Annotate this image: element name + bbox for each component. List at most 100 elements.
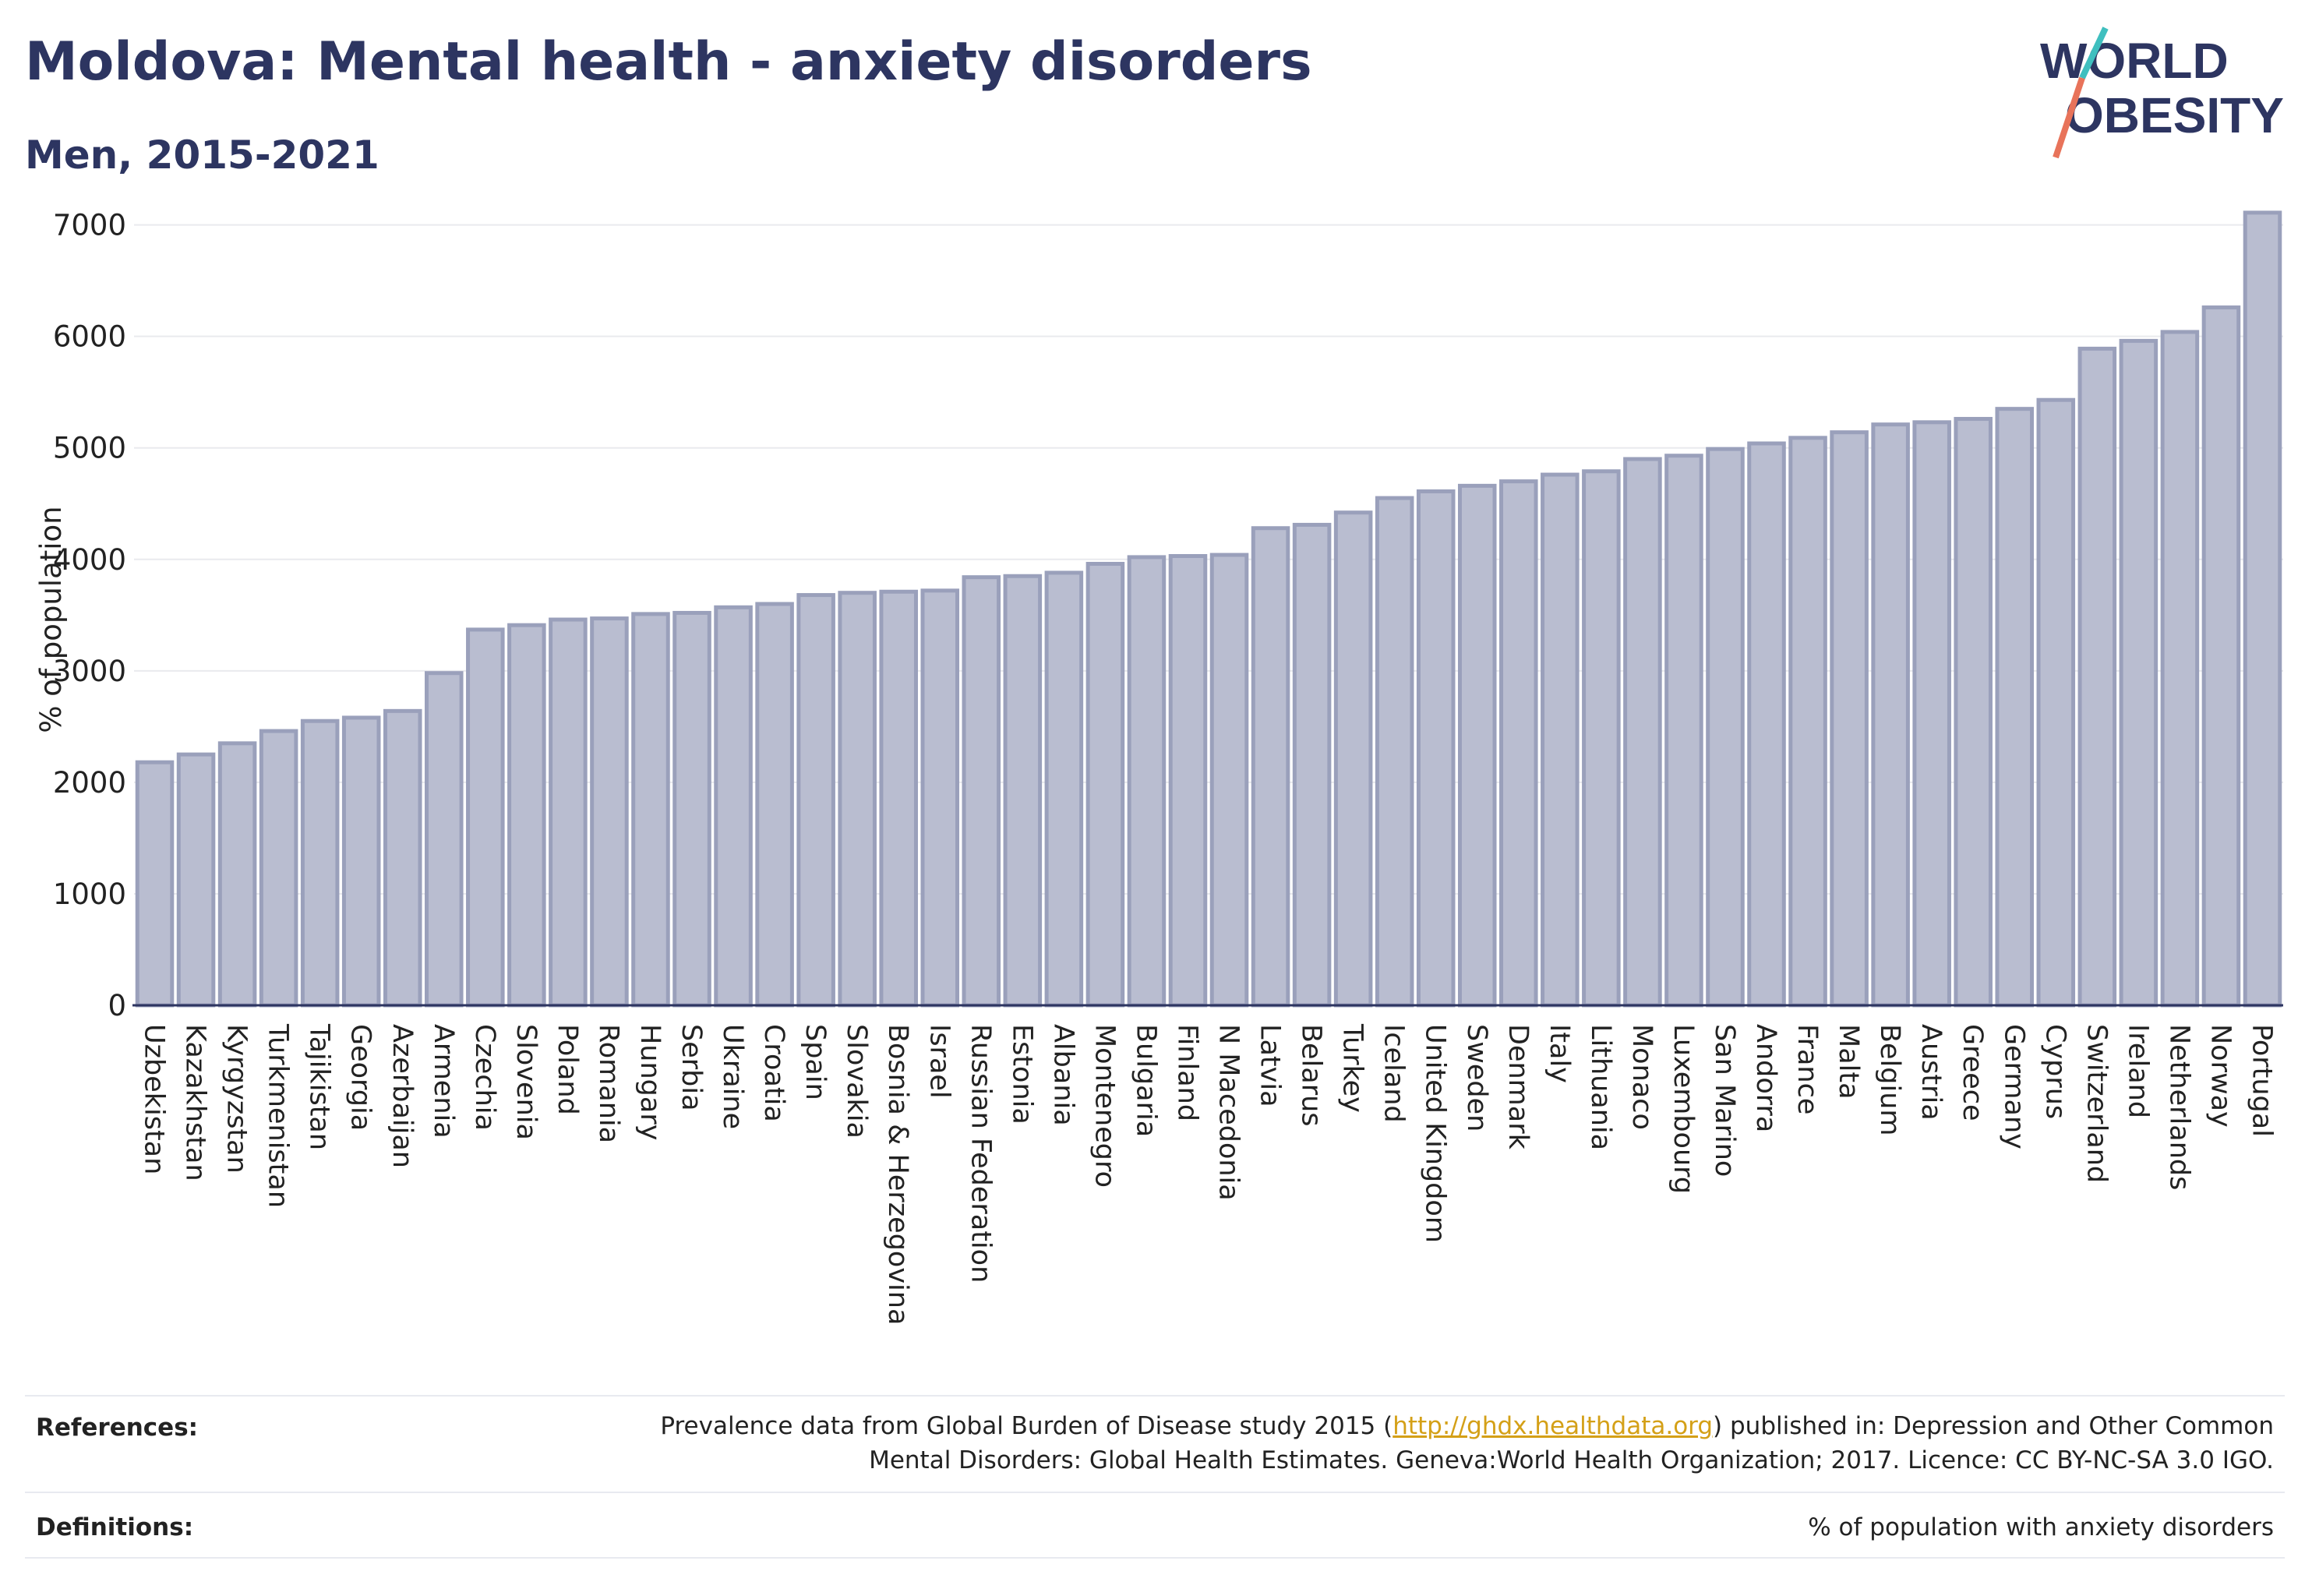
footer-divider-bottom xyxy=(25,1557,2285,1559)
bar-monaco[interactable] xyxy=(1623,457,1662,1008)
bar-n-macedonia[interactable] xyxy=(1209,553,1249,1008)
references-label: References: xyxy=(36,1414,199,1442)
bar-bosnia-herzegovina[interactable] xyxy=(879,589,918,1008)
bar-united-kingdom[interactable] xyxy=(1416,489,1456,1008)
bar-serbia[interactable] xyxy=(672,610,711,1008)
bar-portugal[interactable] xyxy=(2243,210,2282,1008)
x-tick-label: Hungary xyxy=(634,1024,665,1140)
bar-finland[interactable] xyxy=(1168,553,1208,1008)
bar-hungary[interactable] xyxy=(631,612,670,1008)
x-tick-label: Ireland xyxy=(2122,1024,2153,1118)
x-tick-label: Belgium xyxy=(1874,1024,1905,1136)
bar-germany[interactable] xyxy=(1995,407,2035,1008)
references-link[interactable]: http://ghdx.healthdata.org xyxy=(1393,1412,1714,1440)
bar-malta[interactable] xyxy=(1830,430,1869,1008)
bar-albania[interactable] xyxy=(1044,570,1084,1008)
bar-azerbaijan[interactable] xyxy=(383,708,422,1008)
bar-spain[interactable] xyxy=(796,593,835,1008)
bar-montenegro[interactable] xyxy=(1085,562,1125,1008)
y-tick-label: 6000 xyxy=(53,320,126,354)
bar-norway[interactable] xyxy=(2201,305,2241,1008)
chart-subtitle: Men, 2015-2021 xyxy=(25,132,379,178)
bar-chart: 0 1000 2000 3000 4000 5000 6000 7000 Uzbekistan… xyxy=(34,209,2283,1325)
bar-turkey[interactable] xyxy=(1333,510,1373,1008)
bar-armenia[interactable] xyxy=(425,671,464,1008)
y-tick-label: 4000 xyxy=(53,543,126,577)
bar-czechia[interactable] xyxy=(466,627,505,1008)
x-tick-label: Tajikistan xyxy=(304,1023,335,1150)
bar-san-marino[interactable] xyxy=(1706,447,1745,1008)
bar-uzbekistan[interactable] xyxy=(135,760,175,1008)
bar-iceland[interactable] xyxy=(1375,496,1414,1008)
bar-sweden[interactable] xyxy=(1457,483,1497,1008)
y-axis-label: % of population xyxy=(34,506,68,733)
bar-israel[interactable] xyxy=(920,588,960,1008)
bar-greece[interactable] xyxy=(1954,417,1993,1008)
bar-andorra[interactable] xyxy=(1747,441,1786,1008)
x-tick-label: France xyxy=(1791,1024,1823,1114)
bar-bulgaria[interactable] xyxy=(1127,555,1167,1008)
references-text: Prevalence data from Global Burden of Di… xyxy=(660,1409,2274,1478)
bar-turkmenistan[interactable] xyxy=(259,729,298,1008)
bar-poland[interactable] xyxy=(549,617,588,1008)
bar-latvia[interactable] xyxy=(1251,526,1290,1008)
x-tick-label: United Kingdom xyxy=(1420,1024,1451,1243)
x-tick-label: Albania xyxy=(1047,1024,1078,1126)
x-tick-label: Andorra xyxy=(1750,1024,1781,1132)
x-tick-label: Latvia xyxy=(1255,1024,1286,1107)
bar-croatia[interactable] xyxy=(755,602,794,1008)
bar-ukraine[interactable] xyxy=(714,605,753,1008)
bar-luxembourg[interactable] xyxy=(1664,454,1703,1008)
bar-ireland[interactable] xyxy=(2119,338,2159,1008)
x-tick-label: Belarus xyxy=(1296,1024,1327,1127)
bar-denmark[interactable] xyxy=(1499,479,1538,1008)
x-tick-label: Germany xyxy=(1998,1024,2029,1149)
bar-tajikistan[interactable] xyxy=(300,719,340,1008)
bar-georgia[interactable] xyxy=(341,715,381,1008)
x-tick-label: Malta xyxy=(1833,1024,1864,1100)
x-tick-label: Sweden xyxy=(1461,1024,1492,1132)
x-tick-label: Austria xyxy=(1915,1024,1947,1121)
x-tick-label: Montenegro xyxy=(1089,1024,1120,1188)
bar-lithuania[interactable] xyxy=(1582,469,1621,1008)
x-tick-label: Lithuania xyxy=(1585,1024,1616,1150)
bar-romania[interactable] xyxy=(590,616,629,1008)
logo-line-2: OBESITY xyxy=(2065,87,2284,143)
references-text-part-3: Mental Disorders: Global Health Estimate… xyxy=(869,1446,2274,1474)
bar-france[interactable] xyxy=(1788,436,1827,1008)
bar-netherlands[interactable] xyxy=(2160,330,2200,1008)
bar-slovenia[interactable] xyxy=(507,623,546,1008)
logo-slash-teal xyxy=(2079,26,2109,79)
definitions-label: Definitions: xyxy=(36,1513,194,1541)
bar-estonia[interactable] xyxy=(1003,574,1043,1008)
bar-austria[interactable] xyxy=(1912,420,1951,1008)
y-tick-label: 5000 xyxy=(53,432,126,465)
bar-russian-federation[interactable] xyxy=(962,575,1001,1008)
x-tick-label: Georgia xyxy=(345,1024,376,1131)
x-tick-label: Armenia xyxy=(428,1024,459,1139)
x-tick-label: Portugal xyxy=(2246,1024,2277,1137)
bar-belgium[interactable] xyxy=(1871,422,1910,1008)
x-tick-label: Estonia xyxy=(1006,1024,1037,1125)
x-tick-label: Spain xyxy=(800,1024,831,1100)
x-tick-label: Bosnia & Herzegovina xyxy=(882,1024,913,1325)
x-tick-label: Uzbekistan xyxy=(139,1024,170,1174)
bar-kazakhstan[interactable] xyxy=(176,752,216,1008)
x-tick-label: Ukraine xyxy=(717,1024,748,1129)
bar-switzerland[interactable] xyxy=(2077,346,2117,1008)
x-tick-label: Luxembourg xyxy=(1668,1024,1699,1194)
x-tick-label: Bulgaria xyxy=(1130,1024,1161,1137)
bar-belarus[interactable] xyxy=(1292,522,1332,1008)
x-tick-label: Italy xyxy=(1544,1024,1575,1083)
bar-slovakia[interactable] xyxy=(838,591,877,1008)
y-tick-labels: 0 1000 2000 3000 4000 5000 6000 7000 xyxy=(53,209,126,1022)
y-tick-label: 3000 xyxy=(53,655,126,688)
x-tick-label: Azerbaijan xyxy=(387,1024,418,1168)
bar-italy[interactable] xyxy=(1541,472,1580,1008)
references-text-part-1: Prevalence data from Global Burden of Di… xyxy=(660,1412,1393,1440)
bar-cyprus[interactable] xyxy=(2036,397,2076,1008)
x-tick-label: Croatia xyxy=(758,1024,789,1122)
x-tick-label: Kazakhstan xyxy=(180,1024,211,1181)
x-tick-label: Turkmenistan xyxy=(263,1023,294,1208)
bar-kyrgyzstan[interactable] xyxy=(217,741,257,1008)
